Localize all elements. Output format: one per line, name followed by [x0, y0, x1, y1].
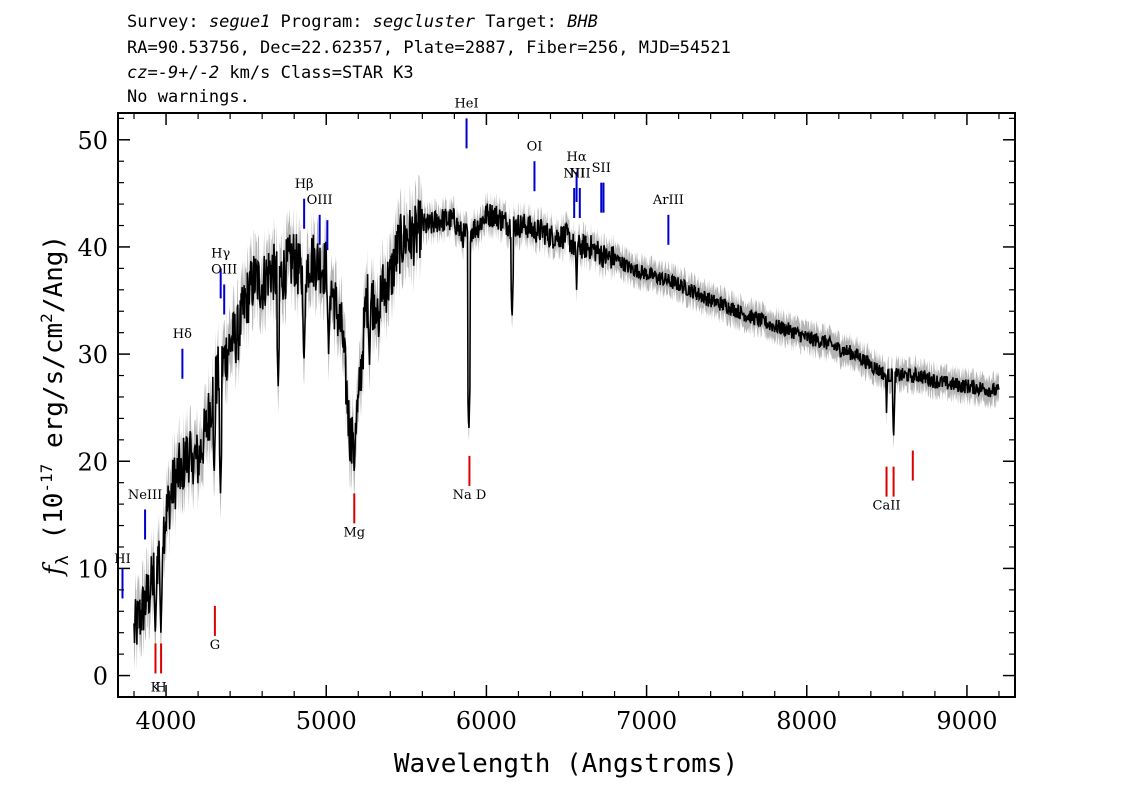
flux-series — [133, 198, 1000, 645]
x-tick-label: 6000 — [456, 707, 517, 735]
flux-line — [133, 198, 1000, 645]
x-tick-label: 4000 — [136, 707, 197, 735]
header-segment: segcluster — [372, 12, 476, 32]
emission-line-label: Hγ — [211, 247, 230, 262]
axes: 4000 5000 6000 7000 8000 9000 0 10 20 30 40 50 — [77, 112, 1016, 735]
header-line-3: cz=-9+/-2 km/s Class=STAR K3 — [127, 63, 414, 83]
header-segment: Program: — [270, 12, 373, 32]
emission-line-label: NeIII — [128, 488, 162, 503]
y-tick-label: 40 — [77, 234, 108, 262]
header-line-2: RA=90.53756, Dec=22.62357, Plate=2887, F… — [127, 38, 731, 58]
emission-line-label: NII — [563, 166, 585, 181]
absorption-line-label: K — [151, 681, 161, 696]
plot-frame — [117, 112, 1016, 698]
y-tick-label: 50 — [77, 127, 108, 155]
x-tick-label: 9000 — [936, 707, 997, 735]
header-segment: 2 — [208, 63, 220, 83]
header-segment: -9 — [157, 63, 179, 83]
absorption-line-label: CaII — [873, 498, 901, 513]
absorption-line-label: G — [210, 638, 220, 653]
header-segment: +/- — [178, 63, 209, 83]
header-segment: BHB — [567, 12, 598, 32]
emission-line-label: NII — [569, 166, 591, 181]
header-segment: Survey: — [127, 12, 209, 32]
emission-line-label: Hβ — [295, 177, 314, 192]
y-tick-label: 0 — [93, 663, 108, 691]
header-segment: km/s Class=STAR K3 — [219, 63, 414, 83]
emission-line-label: OI — [527, 140, 543, 155]
emission-line-label: Hδ — [173, 327, 192, 342]
x-tick-label: 5000 — [296, 707, 357, 735]
x-tick-label: 7000 — [616, 707, 677, 735]
emission-line-label: HI — [114, 552, 130, 567]
header-line-1: Survey: segue1 Program: segcluster Targe… — [127, 12, 598, 32]
error-band — [134, 173, 999, 672]
absorption-line-label: Mg — [343, 525, 365, 540]
x-axis-label: Wavelength (Angstroms) — [394, 749, 738, 779]
y-axis-label: fλ (10-17 erg/s/cm2/Ang) — [37, 235, 73, 577]
header-line-4: No warnings. — [127, 87, 250, 107]
emission-line-label: HeI — [454, 97, 478, 112]
header-segment: cz= — [127, 63, 158, 83]
y-tick-label: 20 — [77, 448, 108, 476]
emission-line-label: OIII — [211, 263, 237, 278]
absorption-line-label: H — [155, 681, 166, 696]
y-tick-label: 30 — [77, 341, 108, 369]
emission-line-label: OIII — [307, 193, 333, 208]
emission-line-label: SII — [592, 161, 611, 176]
x-tick-label: 8000 — [776, 707, 837, 735]
emission-line-label: Hα — [567, 150, 587, 165]
y-tick-label: 10 — [77, 555, 108, 583]
error-band-area — [134, 173, 999, 672]
svg-text:fλ (10-17 erg/s/cm2/Ang): fλ (10-17 erg/s/cm2/Ang) — [37, 235, 73, 577]
header-segment: Target: — [475, 12, 568, 32]
header-segment: segue1 — [208, 12, 271, 32]
absorption-line-label: Na D — [453, 488, 487, 503]
emission-line-label: ArIII — [652, 193, 684, 208]
